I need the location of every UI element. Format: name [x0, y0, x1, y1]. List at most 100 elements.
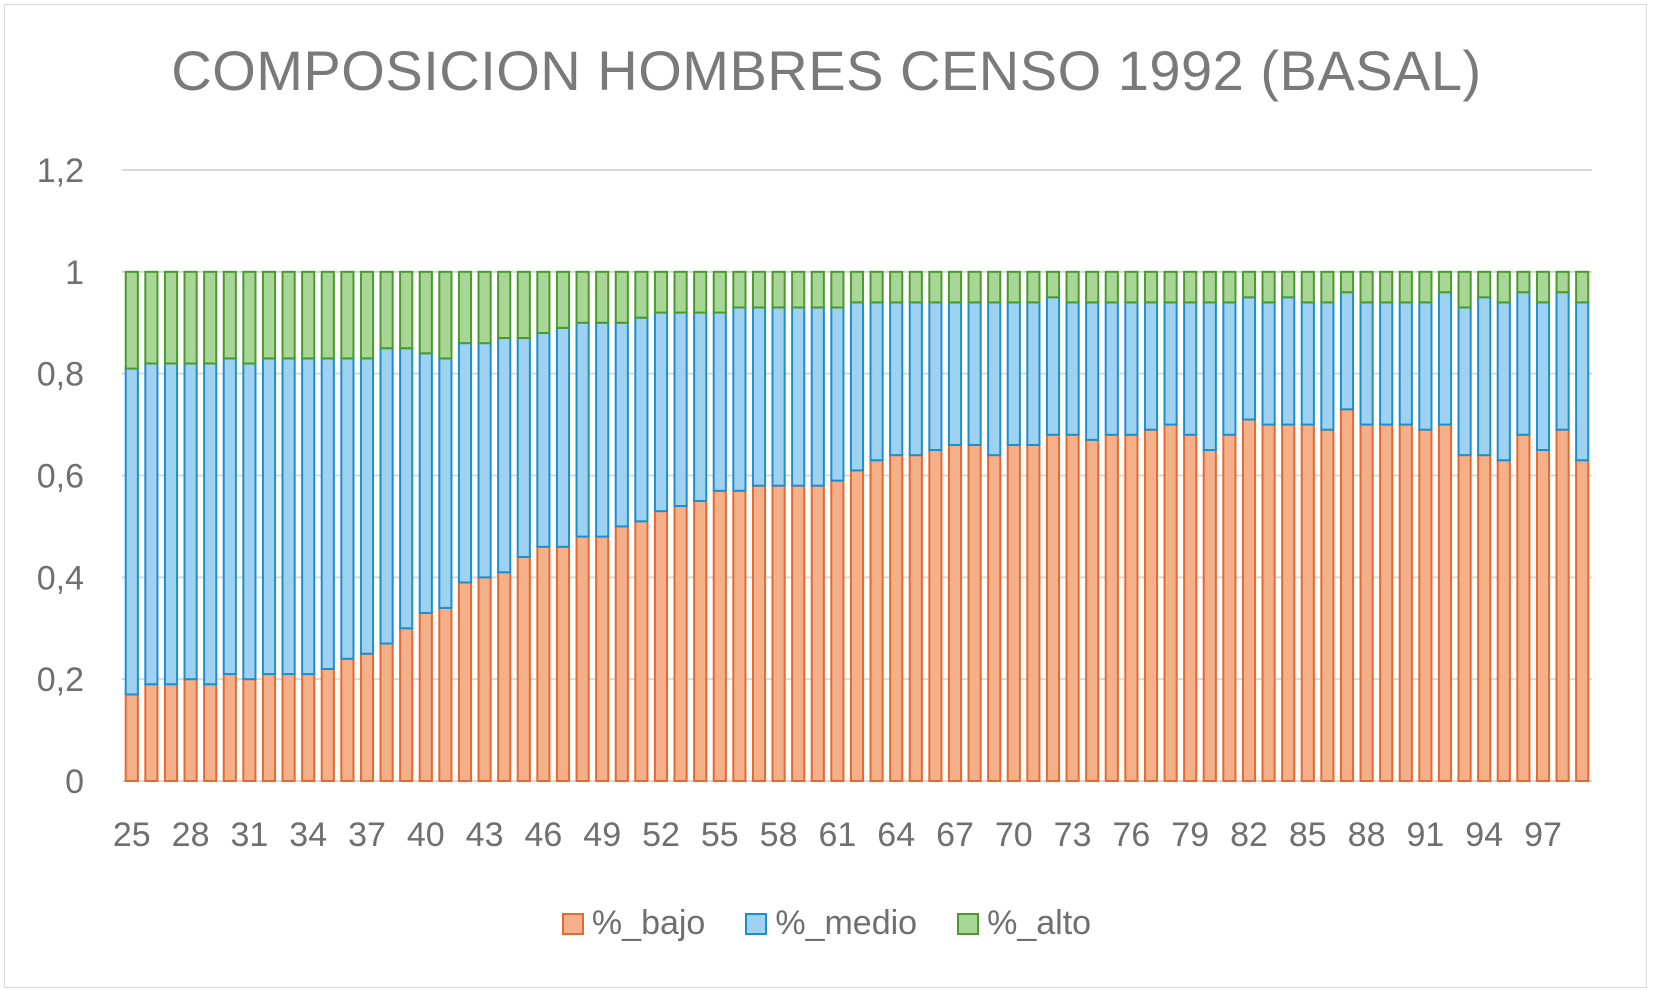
bar-segment-alto-49: [595, 270, 610, 324]
bar-segment-alto-38: [379, 270, 394, 350]
bar-segment-alto-40: [418, 270, 433, 355]
bar-segment-alto-27: [163, 270, 179, 365]
x-tick-label: 25: [113, 816, 151, 854]
bar-segment-medio-48: [575, 321, 590, 538]
bar-segment-bajo-35: [320, 667, 335, 782]
x-tick-label: 43: [466, 816, 504, 854]
x-tick-label: 52: [642, 816, 680, 854]
bar-segment-bajo-39: [399, 627, 414, 782]
bar-segment-medio-33: [281, 357, 296, 676]
legend-item: %_medio: [745, 904, 917, 943]
bar-segment-bajo-68: [967, 443, 982, 782]
y-tick-label: 0,8: [37, 356, 84, 394]
bar-segment-alto-41: [438, 270, 453, 360]
bar-segment-medio-93: [1457, 306, 1472, 457]
bar-segment-medio-61: [830, 306, 845, 482]
x-tick-label: 85: [1289, 816, 1327, 854]
bar-segment-medio-27: [163, 362, 179, 686]
bar-segment-bajo-59: [791, 484, 806, 782]
bar-segment-alto-83: [1261, 270, 1276, 304]
bar-segment-alto-95: [1496, 270, 1511, 304]
bar-segment-alto-84: [1281, 270, 1296, 299]
bar-segment-alto-59: [791, 270, 806, 309]
bar-segment-medio-55: [712, 311, 727, 492]
bar-segment-alto-87: [1339, 270, 1355, 294]
bar-segment-bajo-40: [418, 611, 433, 782]
bar-segment-medio-39: [399, 347, 414, 630]
bar-segment-alto-52: [653, 270, 669, 314]
bar-segment-bajo-28: [183, 678, 198, 782]
bar-segment-bajo-79: [1183, 433, 1198, 782]
bar-segment-alto-26: [144, 270, 159, 365]
bar-segment-alto-74: [1085, 270, 1100, 304]
x-tick-label: 88: [1348, 816, 1386, 854]
x-tick-label: 70: [995, 816, 1033, 854]
bar-segment-bajo-34: [301, 673, 316, 783]
x-tick-label: 28: [172, 816, 210, 854]
bar-segment-alto-53: [673, 270, 688, 314]
x-tick-label: 31: [230, 816, 268, 854]
bar-segment-bajo-27: [163, 683, 179, 783]
bar-segment-medio-75: [1104, 301, 1119, 436]
bar-segment-medio-99: [1575, 301, 1590, 462]
bar-segment-bajo-57: [751, 484, 767, 782]
x-tick-label: 55: [701, 816, 739, 854]
bar-segment-alto-91: [1418, 270, 1433, 304]
bar-segment-medio-37: [359, 357, 375, 655]
bar-segment-alto-61: [830, 270, 845, 309]
x-tick-label: 94: [1465, 816, 1503, 854]
bar-segment-bajo-25: [124, 693, 139, 782]
bar-segment-alto-28: [183, 270, 198, 365]
bar-segment-alto-88: [1359, 270, 1374, 304]
bar-segment-medio-84: [1281, 296, 1296, 426]
bar-segment-bajo-48: [575, 535, 590, 782]
bar-segment-medio-86: [1320, 301, 1335, 431]
bar-segment-alto-79: [1183, 270, 1198, 304]
bar-segment-bajo-77: [1143, 428, 1159, 782]
bar-segment-bajo-95: [1496, 459, 1511, 782]
bar-segment-bajo-60: [810, 484, 825, 782]
bar-segment-medio-89: [1379, 301, 1394, 426]
bar-segment-medio-35: [320, 357, 335, 670]
bar-segment-bajo-38: [379, 642, 394, 783]
bar-segment-alto-90: [1398, 270, 1413, 304]
bar-segment-bajo-63: [869, 459, 884, 782]
bar-segment-bajo-55: [712, 489, 727, 782]
bar-segment-medio-88: [1359, 301, 1374, 426]
bar-segment-bajo-78: [1163, 423, 1178, 782]
bar-segment-medio-96: [1516, 291, 1531, 436]
bar-segment-medio-74: [1085, 301, 1100, 441]
x-tick-label: 49: [583, 816, 621, 854]
bar-segment-alto-64: [889, 270, 904, 304]
legend: %_bajo %_medio %_alto: [0, 904, 1653, 943]
bar-segment-medio-32: [261, 357, 277, 676]
bar-segment-alto-46: [536, 270, 551, 334]
bar-segment-medio-38: [379, 347, 394, 645]
bar-segment-alto-66: [928, 270, 943, 304]
bar-segment-medio-57: [751, 306, 767, 487]
bar-segment-medio-68: [967, 301, 982, 446]
bar-segment-bajo-92: [1437, 423, 1453, 782]
bar-segment-medio-47: [555, 326, 571, 548]
y-tick-label: 0: [65, 763, 84, 801]
bar-segment-bajo-88: [1359, 423, 1374, 782]
bar-segment-medio-25: [124, 367, 139, 696]
x-tick-label: 91: [1406, 816, 1444, 854]
bar-segment-bajo-29: [203, 683, 218, 783]
bar-segment-alto-70: [1006, 270, 1021, 304]
bar-segment-bajo-56: [732, 489, 747, 782]
bar-segment-alto-97: [1535, 270, 1551, 304]
bar-segment-medio-66: [928, 301, 943, 452]
bar-segment-bajo-31: [242, 678, 257, 782]
bar-segment-medio-67: [947, 301, 963, 446]
bar-segment-bajo-62: [849, 469, 865, 782]
bar-segment-medio-81: [1222, 301, 1237, 436]
bar-segment-bajo-94: [1477, 454, 1492, 782]
bar-segment-medio-59: [791, 306, 806, 487]
bar-segment-alto-69: [987, 270, 1002, 304]
bar-segment-bajo-69: [987, 454, 1002, 782]
bar-segment-bajo-82: [1241, 418, 1257, 782]
bar-segment-alto-62: [849, 270, 865, 304]
bar-segment-alto-96: [1516, 270, 1531, 294]
bar-segment-medio-52: [653, 311, 669, 513]
